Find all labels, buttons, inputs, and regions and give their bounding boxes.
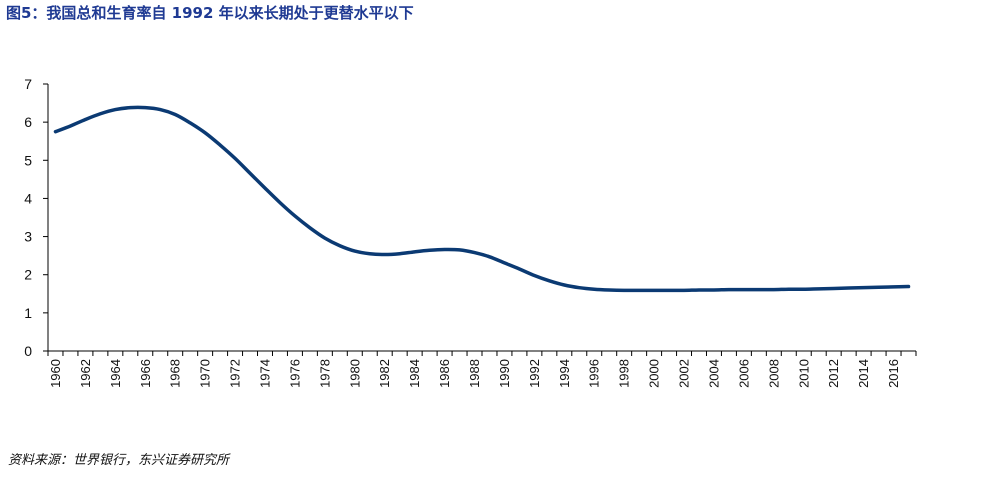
x-tick-label: 2016 [886, 359, 901, 388]
x-tick-label: 1994 [557, 359, 572, 388]
x-tick-label: 1982 [377, 359, 392, 388]
x-tick-label: 1996 [587, 359, 602, 388]
x-tick-label: 1962 [78, 359, 93, 388]
x-tick-label: 2000 [647, 359, 662, 388]
x-tick-label: 1992 [527, 359, 542, 388]
x-tick-label: 2002 [677, 359, 692, 388]
x-tick-label: 1990 [497, 359, 512, 388]
x-tick-label: 2012 [826, 359, 841, 388]
y-tick-label: 7 [24, 76, 32, 92]
x-tick-label: 1974 [258, 359, 273, 388]
series-layer [53, 105, 911, 293]
x-axis: 1960 1962 1964 1966 1968 1970 1972 1974 1976 1978… [47, 350, 917, 388]
chart-title: 图5：我国总和生育率自 1992 年以来长期处于更替水平以下 [6, 4, 414, 22]
y-tick-label: 3 [24, 229, 32, 245]
y-tick-label: 4 [24, 190, 32, 206]
x-tick-label: 1970 [198, 359, 213, 388]
x-tick-label: 2004 [706, 359, 721, 388]
x-tick-label: 1998 [617, 359, 632, 388]
x-tick-label: 1980 [347, 359, 362, 388]
x-tick-label: 1964 [108, 359, 123, 388]
x-tick-label: 1978 [317, 359, 332, 388]
x-tick-label: 1976 [287, 359, 302, 388]
x-tick-label: 1960 [48, 359, 63, 388]
x-tick-label: 1966 [138, 359, 153, 388]
y-axis: 0 1 2 3 4 5 6 7 [24, 76, 49, 359]
x-tick-label: 1968 [168, 359, 183, 388]
y-tick-label: 2 [24, 267, 32, 283]
x-tick-label: 2014 [856, 359, 871, 388]
y-tick-label: 1 [24, 305, 32, 321]
x-tick-label: 2006 [736, 359, 751, 388]
x-tick-label: 1972 [228, 359, 243, 388]
y-tick-label: 0 [24, 343, 32, 359]
x-tick-label: 2008 [766, 359, 781, 388]
x-tick-label: 1984 [407, 359, 422, 388]
x-tick-label: 1986 [437, 359, 452, 388]
y-tick-label: 5 [24, 152, 32, 168]
x-tick-label: 2010 [796, 359, 811, 388]
x-tick-label: 1988 [467, 359, 482, 388]
series-line-fertility-rate [53, 105, 911, 293]
y-tick-label: 6 [24, 114, 32, 130]
source-note: 资料来源：世界银行，东兴证券研究所 [8, 453, 230, 468]
